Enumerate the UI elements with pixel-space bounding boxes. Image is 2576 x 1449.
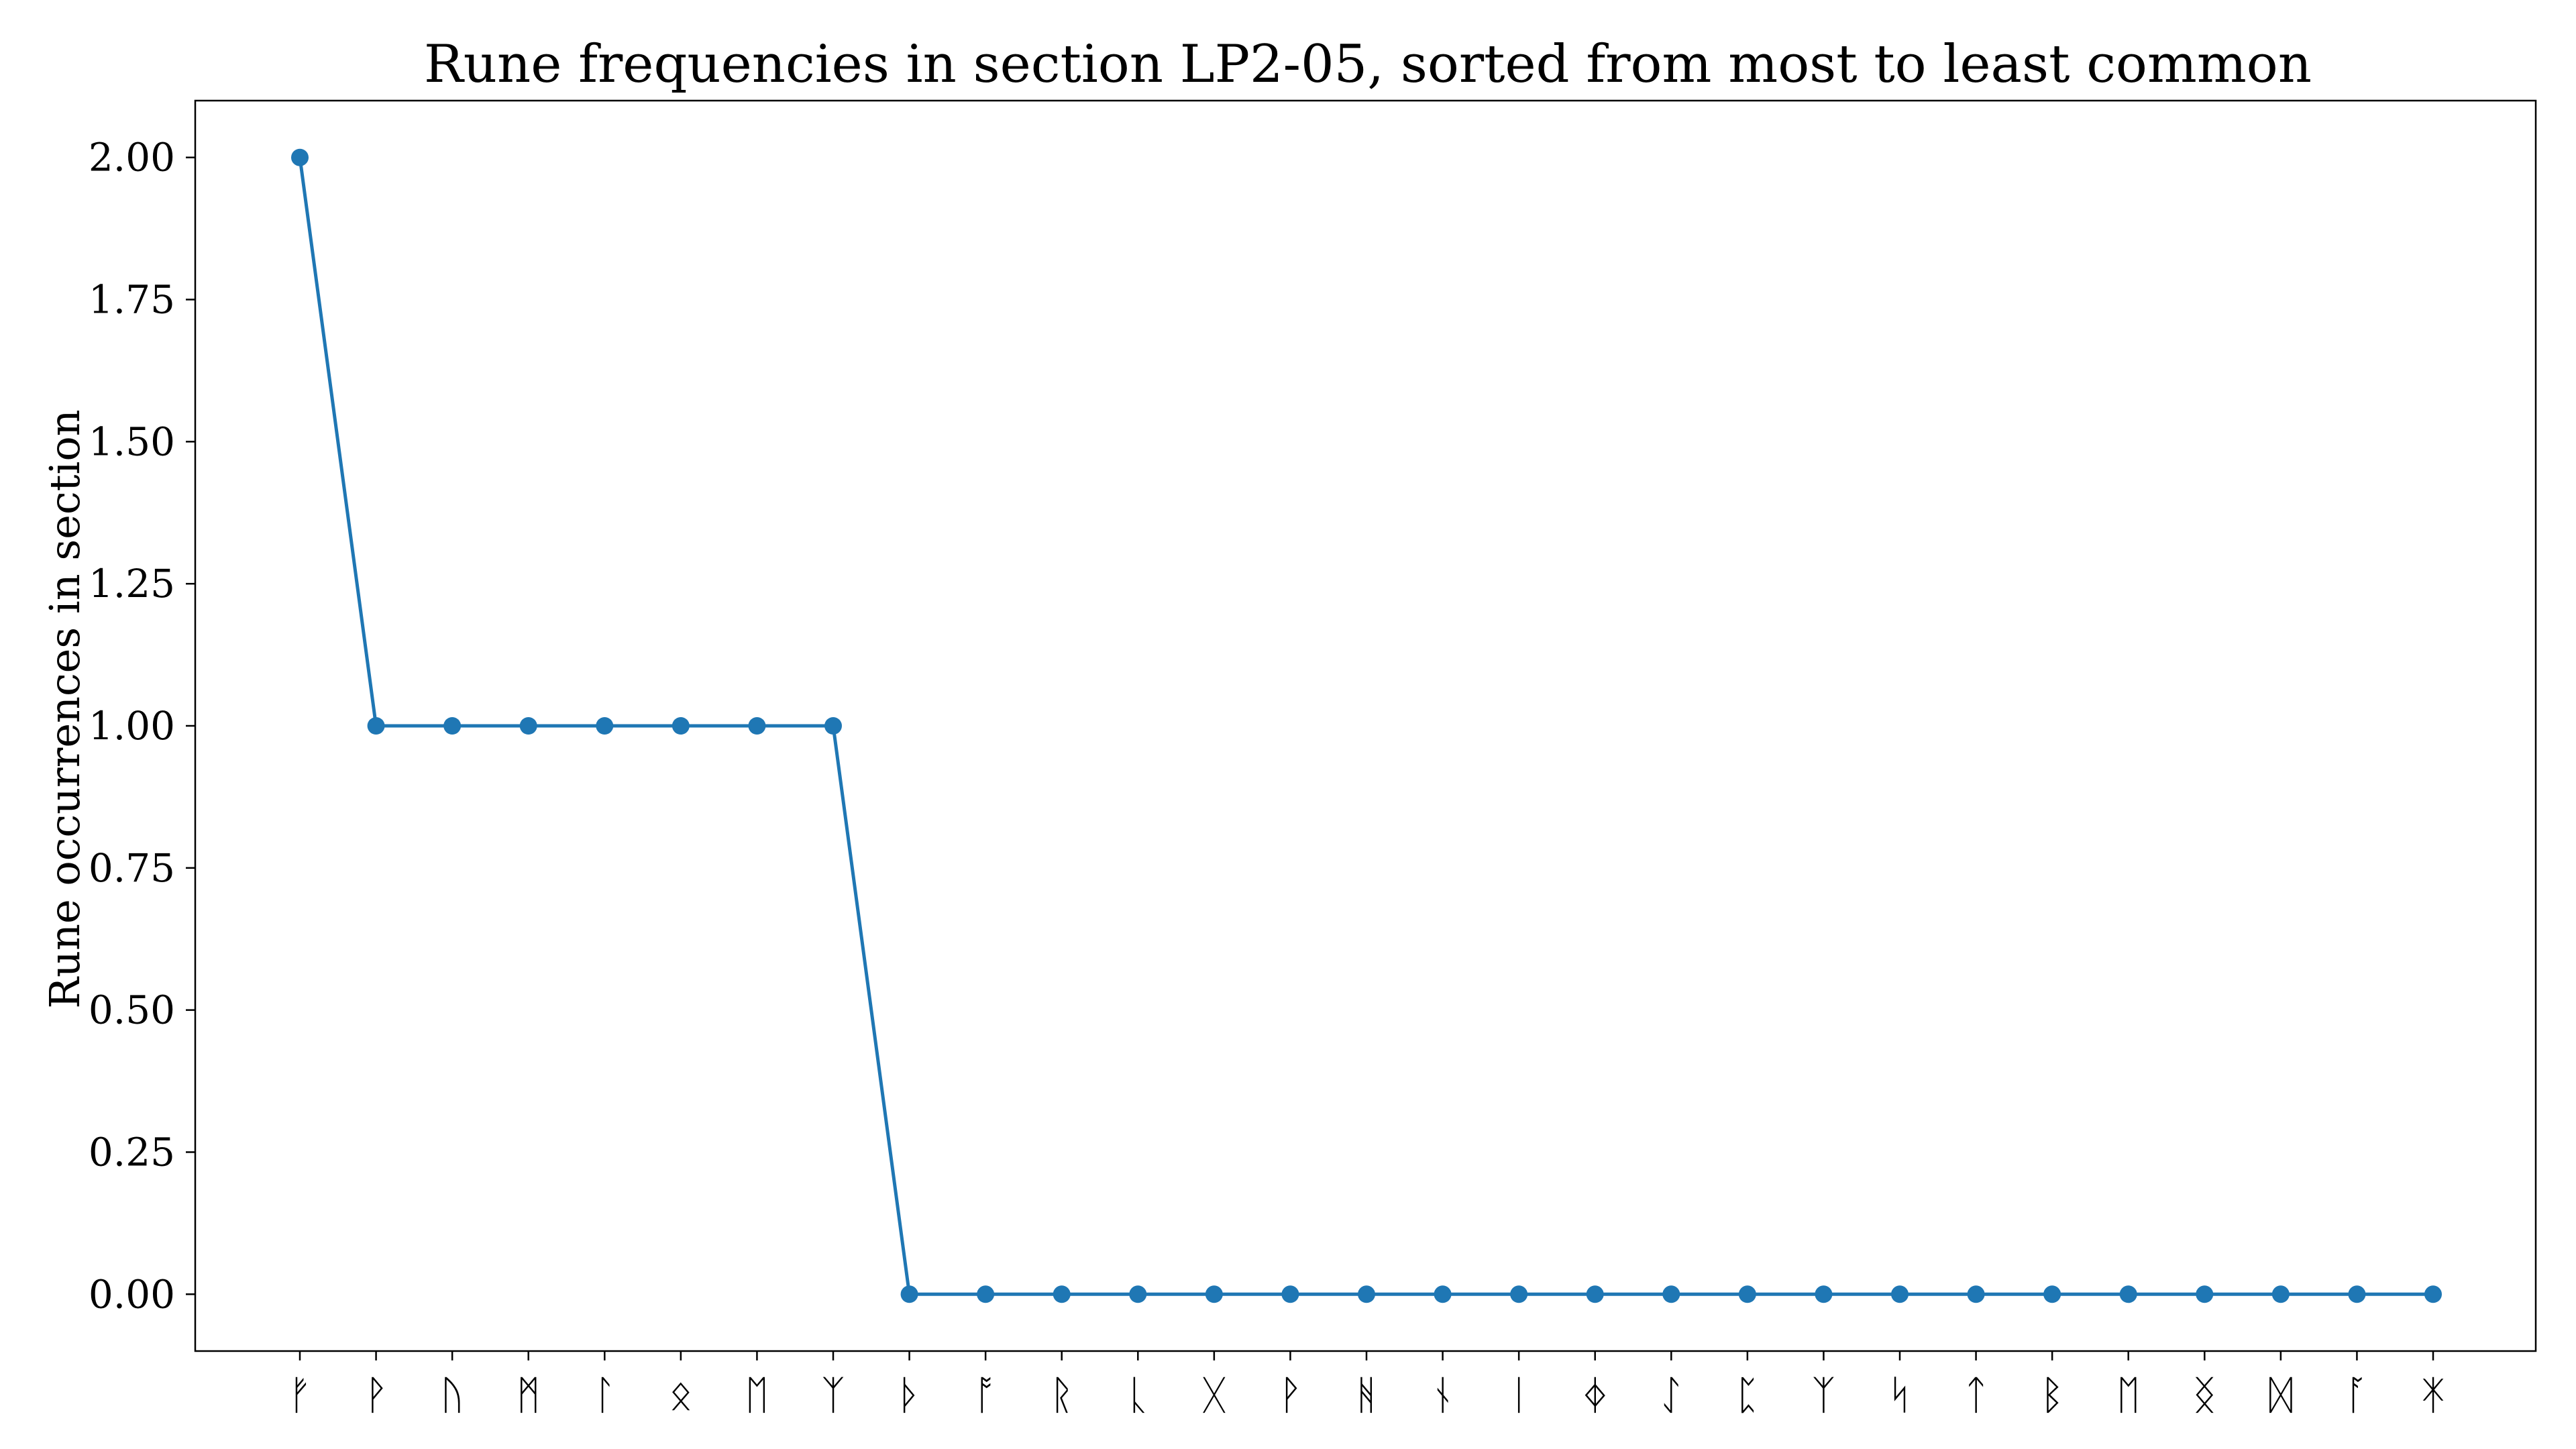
data-point <box>367 717 385 735</box>
y-tick-label: 1.50 <box>89 419 175 464</box>
data-point <box>1129 1285 1147 1303</box>
y-tick-label: 0.25 <box>89 1129 175 1175</box>
x-tick-label: ᚹ <box>1278 1372 1302 1419</box>
chart-title: Rune frequencies in section LP2-05, sort… <box>424 34 2312 95</box>
x-tick-label: ᛁ <box>1507 1372 1531 1419</box>
y-tick-label: 0.75 <box>89 845 175 891</box>
data-point <box>443 717 462 735</box>
data-point <box>2119 1285 2137 1303</box>
x-tick-label: ᛗ <box>517 1372 541 1419</box>
x-tick-label: ᛝ <box>2192 1372 2216 1419</box>
x-tick-label: ᚦ <box>898 1372 922 1419</box>
x-tick-label: ᚪ <box>2345 1372 2369 1419</box>
data-point <box>1053 1285 1071 1303</box>
data-point <box>1586 1285 1604 1303</box>
y-axis-label: Rune occurrences in section <box>40 409 89 1008</box>
x-tick-label: ᛋ <box>1888 1372 1912 1419</box>
y-tick-label: 0.50 <box>89 987 175 1033</box>
data-point <box>1662 1285 1680 1303</box>
y-tick-label: 0.00 <box>89 1271 175 1317</box>
series-line <box>298 157 2433 1296</box>
series-points <box>291 148 2442 1303</box>
data-point <box>2424 1285 2442 1303</box>
data-point <box>824 717 842 735</box>
x-tick-label: ᛖ <box>2116 1372 2141 1419</box>
data-point <box>596 717 614 735</box>
x-tick-label: ᛡ <box>2421 1372 2445 1419</box>
data-point <box>1510 1285 1528 1303</box>
data-point <box>748 717 766 735</box>
data-point <box>900 1285 918 1303</box>
y-tick-label: 1.25 <box>89 561 175 606</box>
data-point <box>2043 1285 2061 1303</box>
x-tick-label: ᚹ <box>364 1372 388 1419</box>
data-point <box>977 1285 995 1303</box>
x-tick-label: ᛖ <box>745 1372 769 1419</box>
x-tick-label: ᚻ <box>1354 1372 1379 1419</box>
data-point <box>1891 1285 1909 1303</box>
x-tick-label: ᛄ <box>1583 1372 1607 1419</box>
series-lines <box>298 157 2433 1296</box>
x-tick-label: ᛚ <box>592 1372 616 1419</box>
data-point <box>1815 1285 1833 1303</box>
data-point <box>1434 1285 1452 1303</box>
data-point <box>1738 1285 1756 1303</box>
x-tick-label: ᚢ <box>440 1372 464 1419</box>
y-tick-label: 1.00 <box>89 703 175 749</box>
y-tick-label: 1.75 <box>89 277 175 323</box>
x-tick-label: ᚩ <box>973 1372 998 1419</box>
data-point <box>1205 1285 1223 1303</box>
data-point <box>2348 1285 2366 1303</box>
x-tick-label: ᛒ <box>2040 1372 2064 1419</box>
x-tick-label: ᛏ <box>1964 1372 1988 1419</box>
x-tick-label: ᛇ <box>1659 1372 1683 1419</box>
x-tick-label: ᚷ <box>1202 1372 1226 1419</box>
x-tick-label: ᚠ <box>288 1372 312 1419</box>
data-point <box>2271 1285 2290 1303</box>
x-tick-label: ᛉ <box>821 1372 845 1419</box>
data-point <box>1358 1285 1375 1303</box>
x-tick-label: ᚱ <box>1050 1372 1074 1419</box>
x-tick-label: ᛉ <box>1811 1372 1835 1419</box>
x-tick-label: ᛈ <box>1735 1372 1760 1419</box>
y-axis-ticks: 0.00 0.25 0.50 0.75 1.00 1.25 1.50 1.75 2.00 <box>89 135 195 1317</box>
x-tick-label: ᚾ <box>1431 1372 1455 1419</box>
data-point <box>1281 1285 1299 1303</box>
y-tick-label: 2.00 <box>89 135 175 180</box>
plot-area: 0.00 0.25 0.50 0.75 1.00 1.25 1.50 1.75 2.00 ᚠ ᚹ ᚢ… <box>89 99 2537 1419</box>
data-point <box>2196 1285 2214 1303</box>
x-tick-label: ᛟ <box>669 1372 693 1419</box>
data-point <box>519 717 537 735</box>
x-tick-label: ᛞ <box>2269 1372 2293 1419</box>
data-point <box>672 717 690 735</box>
x-tick-label: ᚳ <box>1126 1372 1150 1419</box>
data-point <box>291 148 309 166</box>
data-point <box>1967 1285 1985 1303</box>
